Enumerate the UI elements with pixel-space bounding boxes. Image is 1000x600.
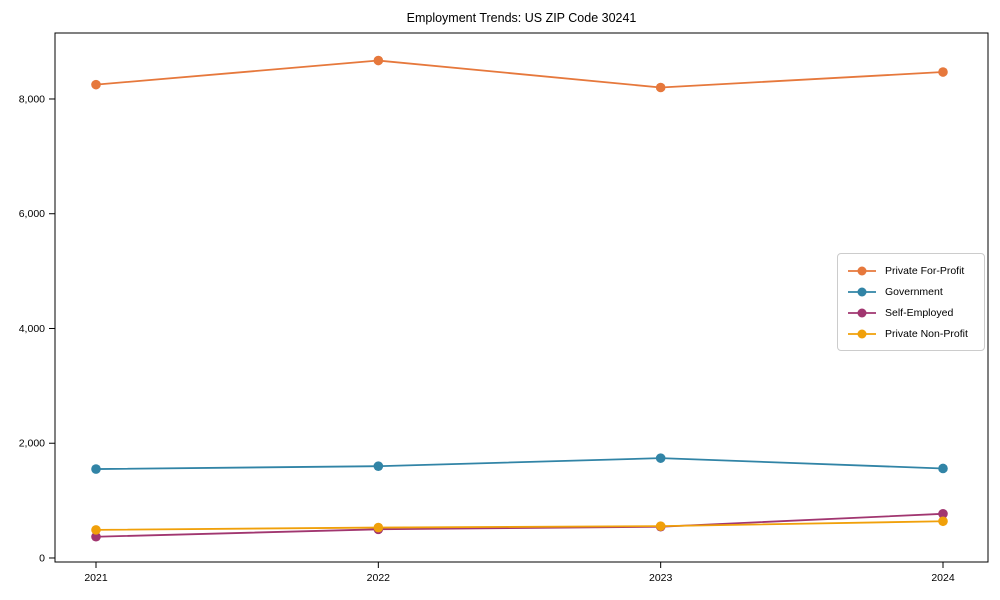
- series-line-self-employed: [95, 512, 944, 538]
- legend-item: Self-Employed: [847, 302, 975, 323]
- x-tick-label: 2021: [84, 572, 108, 584]
- data-point-private-for-profit: [655, 82, 666, 93]
- chart-title: Employment Trends: US ZIP Code 30241: [406, 11, 637, 25]
- data-point-self-employed: [938, 509, 948, 519]
- series-line-private-non-profit: [95, 520, 944, 531]
- legend-swatch-icon: [848, 266, 876, 275]
- plot-border: [54, 32, 989, 563]
- series-line-government: [95, 457, 944, 470]
- chart-legend: Private For-Profit Government Self-Employe…: [837, 253, 985, 351]
- y-tick-label: 8,000: [19, 93, 45, 105]
- data-point-government: [373, 461, 384, 471]
- y-tick-label: 6,000: [19, 208, 45, 220]
- legend-item: Private For-Profit: [847, 260, 975, 281]
- legend-swatch-icon: [848, 287, 876, 296]
- data-point-government: [938, 463, 948, 474]
- data-point-government: [91, 464, 101, 474]
- legend-label: Private Non-Profit: [885, 327, 968, 340]
- y-tick-label: 4,000: [19, 323, 45, 335]
- data-point-self-employed: [91, 531, 101, 542]
- data-point-private-for-profit: [91, 79, 101, 90]
- x-tick-label: 2023: [649, 572, 673, 584]
- data-point-private-non-profit: [655, 521, 666, 531]
- legend-label: Government: [885, 285, 943, 298]
- legend-swatch-icon: [848, 329, 876, 338]
- legend-label: Private For-Profit: [885, 264, 965, 277]
- data-point-private-non-profit: [91, 525, 101, 535]
- x-tick-label: 2024: [931, 572, 955, 584]
- data-point-private-for-profit: [373, 55, 384, 66]
- data-point-private-non-profit: [938, 516, 948, 527]
- legend-label: Self-Employed: [885, 306, 954, 319]
- legend-swatch-icon: [848, 308, 876, 317]
- y-tick-label: 2,000: [19, 438, 45, 450]
- y-tick-label: 0: [39, 552, 45, 564]
- legend-item: Private Non-Profit: [847, 323, 975, 344]
- series-line-private-for-profit: [95, 59, 944, 89]
- data-point-private-non-profit: [373, 522, 384, 533]
- legend-item: Government: [847, 281, 975, 302]
- x-tick-label: 2022: [367, 572, 391, 584]
- data-point-private-for-profit: [938, 67, 948, 77]
- data-point-government: [655, 453, 666, 463]
